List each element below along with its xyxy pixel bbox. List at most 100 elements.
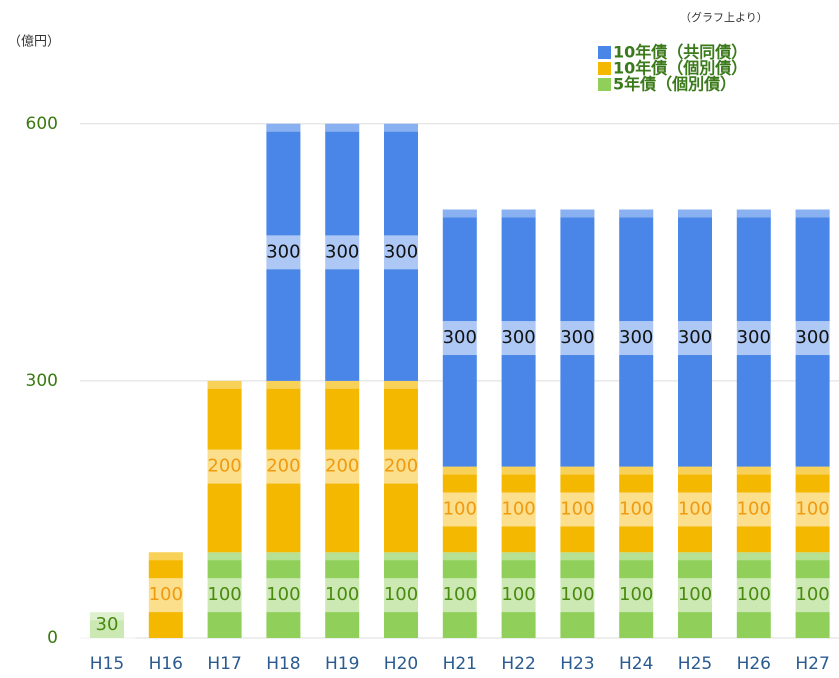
- label-backdrop: [196, 449, 253, 484]
- bar-highlight: [560, 552, 595, 561]
- legend-label: 10年債（共同債）: [613, 43, 747, 62]
- label-backdrop: [372, 449, 430, 484]
- bar-highlight: [678, 209, 712, 218]
- y-tick-label: 300: [26, 371, 58, 391]
- label-backdrop: [313, 449, 371, 484]
- label-backdrop: [255, 235, 312, 270]
- bar-highlight: [325, 552, 360, 561]
- x-tick-label: H16: [149, 654, 183, 674]
- value-label: 100: [560, 584, 594, 605]
- value-label: 300: [384, 241, 418, 262]
- label-backdrop: [607, 492, 665, 527]
- value-label: 100: [384, 584, 418, 605]
- label-backdrop: [372, 235, 430, 270]
- value-label: 100: [678, 498, 712, 519]
- bar-highlight: [501, 466, 536, 475]
- y-tick-label: 600: [26, 114, 58, 134]
- label-backdrop: [196, 578, 253, 613]
- value-label: 100: [266, 584, 300, 605]
- label-backdrop: [725, 492, 783, 527]
- bar-highlight: [442, 552, 477, 561]
- value-label: 30: [96, 614, 119, 635]
- value-label: 300: [737, 327, 771, 348]
- legend-label: 10年債（個別債）: [613, 59, 747, 78]
- bar-highlight: [442, 466, 477, 475]
- value-label: 200: [325, 456, 359, 477]
- bar-highlight: [442, 209, 477, 218]
- value-label: 100: [678, 584, 712, 605]
- label-backdrop: [255, 449, 312, 484]
- value-label: 100: [443, 584, 477, 605]
- label-backdrop: [549, 321, 606, 356]
- legend-swatch: [598, 62, 611, 75]
- bar-highlight: [207, 380, 242, 389]
- value-label: 100: [795, 498, 829, 519]
- value-label: 300: [266, 241, 300, 262]
- bar-highlight: [795, 209, 830, 218]
- bar-highlight: [619, 552, 654, 561]
- x-tick-label: H26: [737, 654, 771, 674]
- label-backdrop: [255, 578, 312, 613]
- bar-highlight: [325, 380, 360, 389]
- value-label: 300: [443, 327, 477, 348]
- value-label: 300: [619, 327, 653, 348]
- bar-highlight: [384, 380, 418, 389]
- label-backdrop: [784, 578, 839, 613]
- bar-highlight: [501, 552, 536, 561]
- label-backdrop: [784, 492, 839, 527]
- value-label: 300: [325, 241, 359, 262]
- bar-highlight: [266, 380, 301, 389]
- bar-highlight: [736, 209, 771, 218]
- value-label: 300: [560, 327, 594, 348]
- value-label: 100: [619, 498, 653, 519]
- label-backdrop: [607, 321, 665, 356]
- bar-highlight: [266, 552, 301, 561]
- value-label: 200: [384, 456, 418, 477]
- x-tick-label: H24: [619, 654, 653, 674]
- label-backdrop: [78, 608, 136, 643]
- bar-highlight: [736, 552, 771, 561]
- label-backdrop: [431, 321, 489, 356]
- x-tick-label: H22: [501, 654, 535, 674]
- value-label: 100: [443, 498, 477, 519]
- label-backdrop: [490, 321, 547, 356]
- value-label: 100: [501, 498, 535, 519]
- bar-highlight: [266, 123, 301, 132]
- bar-highlight: [384, 123, 418, 132]
- label-backdrop: [431, 578, 489, 613]
- label-backdrop: [666, 492, 724, 527]
- x-tick-label: H27: [795, 654, 829, 674]
- label-backdrop: [666, 578, 724, 613]
- label-backdrop: [607, 578, 665, 613]
- value-label: 200: [266, 456, 300, 477]
- bar-highlight: [384, 552, 418, 561]
- legend-label: 5年債（個別債）: [613, 75, 736, 94]
- label-backdrop: [137, 578, 195, 613]
- label-backdrop: [725, 578, 783, 613]
- bar-highlight: [501, 209, 536, 218]
- value-label: 300: [678, 327, 712, 348]
- label-backdrop: [725, 321, 783, 356]
- y-tick-label: 0: [47, 628, 58, 648]
- label-backdrop: [372, 578, 430, 613]
- value-label: 300: [501, 327, 535, 348]
- value-label: 100: [619, 584, 653, 605]
- label-backdrop: [431, 492, 489, 527]
- bar-highlight: [560, 209, 595, 218]
- value-label: 100: [325, 584, 359, 605]
- bar-highlight: [207, 552, 242, 561]
- x-tick-label: H21: [443, 654, 477, 674]
- x-tick-label: H20: [384, 654, 418, 674]
- label-backdrop: [490, 492, 547, 527]
- label-backdrop: [549, 578, 606, 613]
- value-label: 100: [737, 498, 771, 519]
- bar-highlight: [678, 552, 712, 561]
- x-tick-label: H17: [207, 654, 241, 674]
- label-backdrop: [784, 321, 839, 356]
- value-label: 100: [560, 498, 594, 519]
- value-label: 100: [737, 584, 771, 605]
- legend-swatch: [598, 78, 611, 91]
- bar-highlight: [678, 466, 712, 475]
- x-tick-label: H23: [560, 654, 594, 674]
